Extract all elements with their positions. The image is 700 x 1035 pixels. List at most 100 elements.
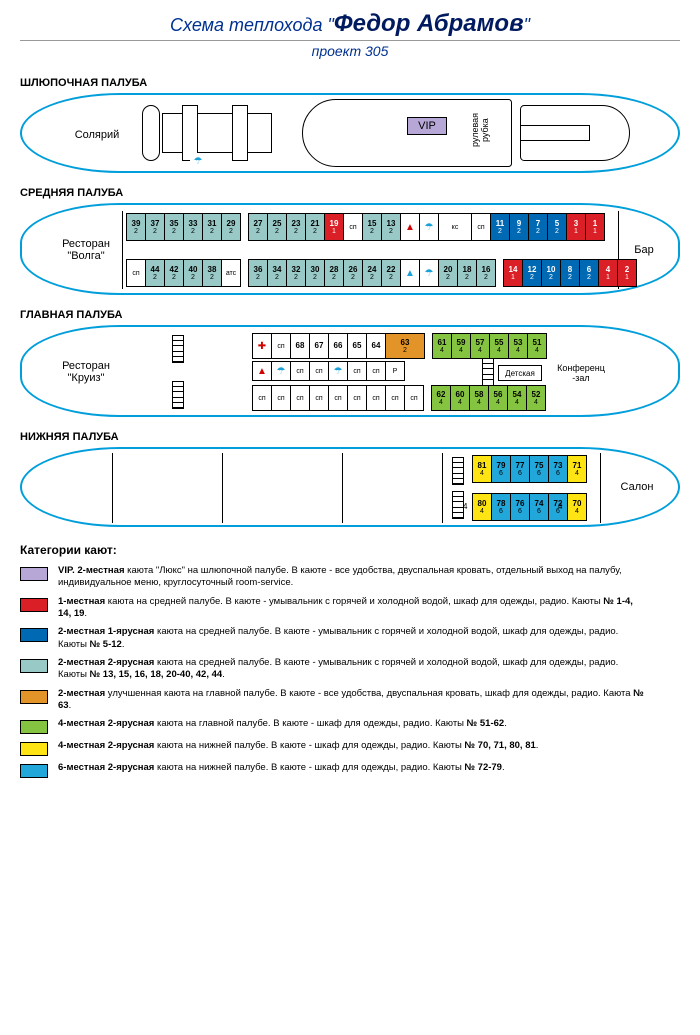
cabin-26: 262 (343, 259, 363, 287)
subtitle: проект 305 (20, 43, 680, 59)
cabin-63: 632 (385, 333, 425, 359)
cabin-2: 21 (617, 259, 637, 287)
cabin-35: 352 (164, 213, 184, 241)
service-room: сп (126, 259, 146, 287)
shower-icon: ☂ (271, 361, 291, 381)
bar-label: Бар (624, 240, 664, 260)
cabin-37: 372 (145, 213, 165, 241)
cabin-29: 292 (221, 213, 241, 241)
cabin-75: 756 (529, 455, 549, 483)
legend-swatch (20, 659, 48, 673)
shower-icon: ☂ (419, 213, 439, 241)
cabin-68: 68 (290, 333, 310, 359)
service-room: сп (366, 361, 386, 381)
child-label: Детская (498, 365, 542, 381)
legend-row: 4-местная 2-ярусная каюта на нижней палу… (20, 740, 680, 756)
cabin-27: 272 (248, 213, 268, 241)
stairs-icon (172, 381, 184, 409)
cabin-62: 624 (431, 385, 451, 411)
cabin-40: 402 (183, 259, 203, 287)
cabin-8: 82 (560, 259, 580, 287)
cabin-3: 31 (566, 213, 586, 241)
cabin-65: 65 (347, 333, 367, 359)
service-room: сп (347, 361, 367, 381)
legend-row: 2-местная улучшенная каюта на главной па… (20, 688, 680, 713)
cabin-34: 342 (267, 259, 287, 287)
cabin-28: 282 (324, 259, 344, 287)
shower-icon: ☂ (419, 259, 439, 287)
restaurant-cruise-label: Ресторан "Круиз" (50, 357, 122, 387)
legend-row: 2-местная 1-ярусная каюта на средней пал… (20, 626, 680, 651)
service-room: сп (271, 385, 291, 411)
conference-label: Конференц -зал (546, 361, 616, 385)
service-room: сп (343, 213, 363, 241)
service-room: сп (471, 213, 491, 241)
legend-swatch (20, 742, 48, 756)
cabin-54: 544 (507, 385, 527, 411)
deck-middle: Ресторан "Волга" Бар 3923723523323122922… (20, 203, 680, 295)
cabin-13: 132 (381, 213, 401, 241)
deck-label-middle: СРЕДНЯЯ ПАЛУБА (20, 187, 680, 199)
service-room: сп (347, 385, 367, 411)
person-icon: ▲ (400, 259, 420, 287)
service-room: сп (271, 333, 291, 359)
legend-swatch (20, 598, 48, 612)
cabin-5: 52 (547, 213, 567, 241)
cabin-70: 7044 (567, 493, 587, 521)
legend-swatch (20, 628, 48, 642)
legend-row: 4-местная 2-ярусная каюта на главной пал… (20, 718, 680, 734)
vip-label: VIP (407, 117, 447, 135)
legend-text: 6-местная 2-ярусная каюта на нижней палу… (58, 762, 505, 774)
cabin-1: 11 (585, 213, 605, 241)
deck-label-lower: НИЖНЯЯ ПАЛУБА (20, 431, 680, 443)
deck-boat: Солярий ☂ VIP рулевая рубка (20, 93, 680, 173)
cabin-21: 212 (305, 213, 325, 241)
cabin-74: 746 (529, 493, 549, 521)
cabin-31: 312 (202, 213, 222, 241)
legend-swatch (20, 764, 48, 778)
legend-row: 1-местная каюта на средней палубе. В каю… (20, 596, 680, 621)
page-title: Схема теплохода "Федор Абрамов" (20, 10, 680, 41)
cabin-53: 534 (508, 333, 528, 359)
cabin-22: 222 (381, 259, 401, 287)
cabin-33: 332 (183, 213, 203, 241)
cabin-77: 776 (510, 455, 530, 483)
legend: Категории кают: VIP. 2-местная каюта "Лю… (20, 543, 680, 778)
person-icon: ▲ (252, 361, 272, 381)
cabin-11: 112 (490, 213, 510, 241)
cabin-60: 604 (450, 385, 470, 411)
legend-text: VIP. 2-местная каюта "Люкс" на шлюпочной… (58, 565, 648, 590)
cabin-32: 322 (286, 259, 306, 287)
cabin-79: 796 (491, 455, 511, 483)
wheelhouse-label: рулевая рубка (457, 107, 503, 153)
legend-text: 4-местная 2-ярусная каюта на главной пал… (58, 718, 507, 730)
deck-label-boat: ШЛЮПОЧНАЯ ПАЛУБА (20, 77, 680, 89)
cabin-61: 614 (432, 333, 452, 359)
restaurant-volga-label: Ресторан "Волга" (50, 235, 122, 265)
cabin-66: 66 (328, 333, 348, 359)
cabin-12: 122 (522, 259, 542, 287)
salon-label: Салон (612, 477, 662, 497)
cabin-23: 232 (286, 213, 306, 241)
cabin-44: 442 (145, 259, 165, 287)
legend-title: Категории кают: (20, 543, 680, 557)
stairs-icon (482, 357, 494, 387)
cabin-57: 574 (470, 333, 490, 359)
person-icon: ▲ (400, 213, 420, 241)
cabin-51: 514 (527, 333, 547, 359)
cabin-36: 362 (248, 259, 268, 287)
deck-lower: Салон 8147967767567367148044786766746726… (20, 447, 680, 527)
cabin-20: 202 (438, 259, 458, 287)
stairs-icon (452, 457, 464, 485)
cabin-9: 92 (509, 213, 529, 241)
cabin-67: 67 (309, 333, 329, 359)
cabin-24: 242 (362, 259, 382, 287)
service-room: сп (252, 385, 272, 411)
cabin-58: 584 (469, 385, 489, 411)
cabin-15: 152 (362, 213, 382, 241)
cabin-10: 102 (541, 259, 561, 287)
cabin-6: 62 (579, 259, 599, 287)
cabin-52: 524 (526, 385, 546, 411)
cabin-19: 191 (324, 213, 344, 241)
shower-icon: ☂ (190, 153, 206, 169)
